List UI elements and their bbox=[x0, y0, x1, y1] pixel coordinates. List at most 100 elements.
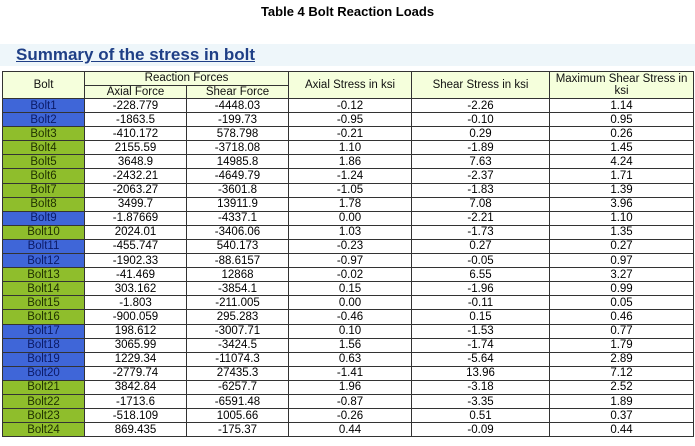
bolt-cell: Bolt1 bbox=[2, 97, 85, 114]
max-shear-stress-cell: 1.39 bbox=[549, 182, 695, 198]
table-row: Bolt1 -228.779 -4448.03 -0.12 -2.26 1.14 bbox=[2, 97, 695, 114]
bolt-cell: Bolt19 bbox=[2, 351, 85, 367]
table-row: Bolt10 2024.01 -3406.06 1.03 -1.73 1.35 bbox=[2, 224, 695, 240]
axial-stress-cell: -0.46 bbox=[288, 309, 413, 325]
axial-stress-cell: 1.86 bbox=[288, 154, 413, 170]
shear-stress-cell: -1.74 bbox=[411, 337, 551, 353]
header-shear-stress: Shear Stress in ksi bbox=[411, 71, 551, 99]
axial-force-cell: 2155.59 bbox=[84, 140, 187, 156]
shear-force-cell: -4337.1 bbox=[185, 210, 290, 226]
bolt-cell: Bolt8 bbox=[2, 196, 85, 212]
bolt-cell: Bolt7 bbox=[2, 182, 85, 198]
axial-force-cell: -900.059 bbox=[84, 309, 187, 325]
axial-stress-cell: 0.63 bbox=[288, 351, 413, 367]
bolt-cell: Bolt22 bbox=[2, 393, 85, 410]
shear-stress-cell: 0.51 bbox=[411, 408, 551, 424]
table-row: Bolt8 3499.7 13911.9 1.78 7.08 3.96 bbox=[2, 196, 695, 212]
axial-stress-cell: -0.87 bbox=[288, 393, 413, 410]
bolt-cell: Bolt16 bbox=[2, 309, 85, 325]
axial-force-cell: -410.172 bbox=[84, 126, 187, 142]
bolt-cell: Bolt12 bbox=[2, 253, 85, 269]
shear-stress-cell: -0.10 bbox=[411, 112, 551, 128]
max-shear-stress-cell: 1.14 bbox=[549, 97, 695, 114]
axial-force-cell: -455.747 bbox=[84, 238, 187, 255]
max-shear-stress-cell: 2.52 bbox=[549, 379, 695, 395]
bolt-cell: Bolt24 bbox=[2, 422, 85, 438]
axial-force-cell: 1229.34 bbox=[84, 351, 187, 367]
axial-stress-cell: 1.56 bbox=[288, 337, 413, 353]
bolt-cell: Bolt3 bbox=[2, 126, 85, 142]
max-shear-stress-cell: 1.45 bbox=[549, 140, 695, 156]
max-shear-stress-cell: 1.79 bbox=[549, 337, 695, 353]
shear-stress-cell: 0.15 bbox=[411, 309, 551, 325]
shear-stress-cell: -1.83 bbox=[411, 182, 551, 198]
shear-stress-cell: 7.63 bbox=[411, 154, 551, 170]
table-row: Bolt18 3065.99 -3424.5 1.56 -1.74 1.79 bbox=[2, 337, 695, 353]
axial-force-cell: -228.779 bbox=[84, 97, 187, 114]
axial-force-cell: -518.109 bbox=[84, 408, 187, 424]
max-shear-stress-cell: 1.89 bbox=[549, 393, 695, 410]
bolt-cell: Bolt6 bbox=[2, 168, 85, 184]
table-row: Bolt13 -41.469 12868 -0.02 6.55 3.27 bbox=[2, 267, 695, 283]
axial-force-cell: -1.803 bbox=[84, 295, 187, 311]
axial-stress-cell: 1.10 bbox=[288, 140, 413, 156]
max-shear-stress-cell: 0.77 bbox=[549, 323, 695, 339]
table-header: Bolt Reaction Forces Axial Stress in ksi… bbox=[2, 71, 695, 99]
axial-force-cell: -1713.6 bbox=[84, 393, 187, 410]
axial-force-cell: -2779.74 bbox=[84, 365, 187, 381]
shear-force-cell: 27435.3 bbox=[185, 365, 290, 381]
axial-stress-cell: -0.95 bbox=[288, 112, 413, 128]
shear-force-cell: 540.173 bbox=[185, 238, 290, 255]
table-row: Bolt15 -1.803 -211.005 0.00 -0.11 0.05 bbox=[2, 295, 695, 311]
header-axial-stress: Axial Stress in ksi bbox=[288, 71, 413, 99]
table-row: Bolt24 869.435 -175.37 0.44 -0.09 0.44 bbox=[2, 422, 695, 438]
shear-force-cell: -3601.8 bbox=[185, 182, 290, 198]
shear-stress-cell: -1.89 bbox=[411, 140, 551, 156]
bolt-cell: Bolt14 bbox=[2, 281, 85, 297]
shear-stress-cell: 6.55 bbox=[411, 267, 551, 283]
max-shear-stress-cell: 0.44 bbox=[549, 422, 695, 438]
bolt-cell: Bolt5 bbox=[2, 154, 85, 170]
bolt-cell: Bolt9 bbox=[2, 210, 85, 226]
axial-force-cell: -2432.21 bbox=[84, 168, 187, 184]
shear-stress-cell: 13.96 bbox=[411, 365, 551, 381]
axial-force-cell: 3648.9 bbox=[84, 154, 187, 170]
max-shear-stress-cell: 0.99 bbox=[549, 281, 695, 297]
bolt-cell: Bolt20 bbox=[2, 365, 85, 381]
axial-stress-cell: 0.10 bbox=[288, 323, 413, 339]
shear-force-cell: 14985.8 bbox=[185, 154, 290, 170]
axial-stress-cell: -0.21 bbox=[288, 126, 413, 142]
shear-force-cell: -3007.71 bbox=[185, 323, 290, 339]
axial-stress-cell: 0.00 bbox=[288, 295, 413, 311]
subtitle-band bbox=[0, 44, 695, 66]
shear-force-cell: -211.005 bbox=[185, 295, 290, 311]
shear-force-cell: -4649.79 bbox=[185, 168, 290, 184]
header-shear-force: Shear Force bbox=[185, 84, 290, 99]
table-row: Bolt17 198.612 -3007.71 0.10 -1.53 0.77 bbox=[2, 323, 695, 339]
bolt-cell: Bolt13 bbox=[2, 267, 85, 283]
table-row: Bolt23 -518.109 1005.66 -0.26 0.51 0.37 bbox=[2, 408, 695, 424]
axial-force-cell: 198.612 bbox=[84, 323, 187, 339]
shear-force-cell: -175.37 bbox=[185, 422, 290, 438]
bolt-cell: Bolt10 bbox=[2, 224, 85, 240]
max-shear-stress-cell: 7.12 bbox=[549, 365, 695, 381]
axial-force-cell: 2024.01 bbox=[84, 224, 187, 240]
axial-stress-cell: 0.00 bbox=[288, 210, 413, 226]
axial-force-cell: 3842.84 bbox=[84, 379, 187, 395]
axial-stress-cell: 1.96 bbox=[288, 379, 413, 395]
shear-force-cell: 12868 bbox=[185, 267, 290, 283]
table-row: Bolt3 -410.172 578.798 -0.21 0.29 0.26 bbox=[2, 126, 695, 142]
max-shear-stress-cell: 1.71 bbox=[549, 168, 695, 184]
shear-force-cell: -3406.06 bbox=[185, 224, 290, 240]
table-row: Bolt21 3842.84 -6257.7 1.96 -3.18 2.52 bbox=[2, 379, 695, 395]
shear-stress-cell: -1.53 bbox=[411, 323, 551, 339]
table-caption: Table 4 Bolt Reaction Loads bbox=[260, 4, 435, 19]
table-row: Bolt6 -2432.21 -4649.79 -1.24 -2.37 1.71 bbox=[2, 168, 695, 184]
axial-stress-cell: -1.24 bbox=[288, 168, 413, 184]
axial-force-cell: 303.162 bbox=[84, 281, 187, 297]
axial-force-cell: -1863.5 bbox=[84, 112, 187, 128]
axial-force-cell: -41.469 bbox=[84, 267, 187, 283]
header-max-shear-stress: Maximum Shear Stress in ksi bbox=[549, 71, 695, 99]
axial-force-cell: 3065.99 bbox=[84, 337, 187, 353]
shear-force-cell: -3718.08 bbox=[185, 140, 290, 156]
